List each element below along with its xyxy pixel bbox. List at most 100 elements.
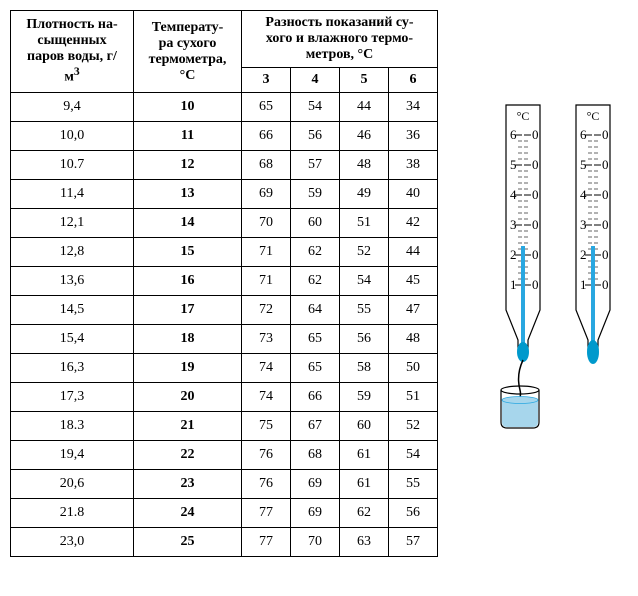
- cell-temp: 24: [134, 499, 242, 528]
- cell-value: 71: [242, 238, 291, 267]
- cell-value: 51: [340, 209, 389, 238]
- cell-value: 59: [340, 383, 389, 412]
- cell-value: 47: [389, 296, 438, 325]
- cell-value: 69: [291, 499, 340, 528]
- table-row: 20,62376696155: [11, 470, 438, 499]
- cell-value: 76: [242, 470, 291, 499]
- svg-text:0: 0: [532, 157, 539, 172]
- cell-value: 65: [291, 354, 340, 383]
- cell-value: 77: [242, 528, 291, 557]
- wet-fluid: [521, 246, 525, 345]
- cell-value: 60: [340, 412, 389, 441]
- table-row: 11,41369594940: [11, 180, 438, 209]
- cell-temp: 19: [134, 354, 242, 383]
- cell-density: 15,4: [11, 325, 134, 354]
- cell-value: 70: [291, 528, 340, 557]
- cell-value: 66: [291, 383, 340, 412]
- cell-value: 75: [242, 412, 291, 441]
- table-row: 9,41065544434: [11, 93, 438, 122]
- cell-density: 10,0: [11, 122, 134, 151]
- table-row: 16,31974655850: [11, 354, 438, 383]
- cell-density: 21.8: [11, 499, 134, 528]
- cell-value: 66: [242, 122, 291, 151]
- cell-value: 48: [389, 325, 438, 354]
- table-row: 17,32074665951: [11, 383, 438, 412]
- cell-density: 9,4: [11, 93, 134, 122]
- unit-label: °C: [587, 109, 600, 123]
- cell-value: 58: [340, 354, 389, 383]
- table-body: 9,4106554443410,0116656463610.7126857483…: [11, 93, 438, 557]
- cell-temp: 13: [134, 180, 242, 209]
- table-row: 23,02577706357: [11, 528, 438, 557]
- header-diff-3: 3: [242, 68, 291, 93]
- table-row: 12,11470605142: [11, 209, 438, 238]
- cell-value: 36: [389, 122, 438, 151]
- humidity-table: Плотность на-сыщенныхпаров воды, г/м3 Те…: [10, 10, 438, 557]
- table-row: 10.71268574838: [11, 151, 438, 180]
- cell-value: 34: [389, 93, 438, 122]
- cell-temp: 21: [134, 412, 242, 441]
- table-row: 15,41873655648: [11, 325, 438, 354]
- cell-value: 69: [242, 180, 291, 209]
- cell-density: 18.3: [11, 412, 134, 441]
- cell-density: 10.7: [11, 151, 134, 180]
- cell-value: 52: [340, 238, 389, 267]
- cell-value: 71: [242, 267, 291, 296]
- cell-value: 38: [389, 151, 438, 180]
- cell-value: 57: [291, 151, 340, 180]
- cell-value: 62: [291, 238, 340, 267]
- cell-value: 62: [340, 499, 389, 528]
- cell-density: 19,4: [11, 441, 134, 470]
- cell-value: 54: [291, 93, 340, 122]
- table-row: 10,01166564636: [11, 122, 438, 151]
- table-row: 18.32175676052: [11, 412, 438, 441]
- cell-value: 54: [340, 267, 389, 296]
- svg-text:0: 0: [532, 187, 539, 202]
- cell-value: 62: [291, 267, 340, 296]
- cell-value: 61: [340, 441, 389, 470]
- cell-temp: 11: [134, 122, 242, 151]
- svg-text:0: 0: [532, 217, 539, 232]
- cell-temp: 23: [134, 470, 242, 499]
- cell-temp: 10: [134, 93, 242, 122]
- cell-value: 44: [340, 93, 389, 122]
- dry-bulb: [587, 340, 599, 364]
- cell-density: 12,8: [11, 238, 134, 267]
- cell-value: 57: [389, 528, 438, 557]
- cell-temp: 20: [134, 383, 242, 412]
- cell-value: 55: [340, 296, 389, 325]
- svg-text:0: 0: [532, 277, 539, 292]
- cell-temp: 17: [134, 296, 242, 325]
- cell-value: 74: [242, 383, 291, 412]
- cell-value: 44: [389, 238, 438, 267]
- wet-thermometer-svg: °C 605040302010: [498, 100, 548, 430]
- cell-temp: 25: [134, 528, 242, 557]
- dry-fluid: [591, 246, 595, 345]
- table-row: 19,42276686154: [11, 441, 438, 470]
- cell-value: 70: [242, 209, 291, 238]
- cell-density: 16,3: [11, 354, 134, 383]
- cell-value: 49: [340, 180, 389, 209]
- cell-value: 56: [389, 499, 438, 528]
- cell-value: 56: [291, 122, 340, 151]
- cell-value: 51: [389, 383, 438, 412]
- svg-text:0: 0: [532, 247, 539, 262]
- cell-value: 73: [242, 325, 291, 354]
- svg-text:0: 0: [602, 217, 609, 232]
- cell-density: 13,6: [11, 267, 134, 296]
- cell-value: 56: [340, 325, 389, 354]
- cell-value: 59: [291, 180, 340, 209]
- cell-value: 52: [389, 412, 438, 441]
- cell-density: 17,3: [11, 383, 134, 412]
- cell-temp: 22: [134, 441, 242, 470]
- header-density: Плотность на-сыщенныхпаров воды, г/м3: [11, 11, 134, 93]
- cell-value: 69: [291, 470, 340, 499]
- dry-thermometer: °C 605040302010: [568, 100, 618, 430]
- cell-value: 76: [242, 441, 291, 470]
- wet-thermometer: °C 605040302010: [498, 100, 548, 430]
- cell-value: 63: [340, 528, 389, 557]
- cell-density: 11,4: [11, 180, 134, 209]
- header-diff-5: 5: [340, 68, 389, 93]
- cell-value: 55: [389, 470, 438, 499]
- svg-text:0: 0: [602, 187, 609, 202]
